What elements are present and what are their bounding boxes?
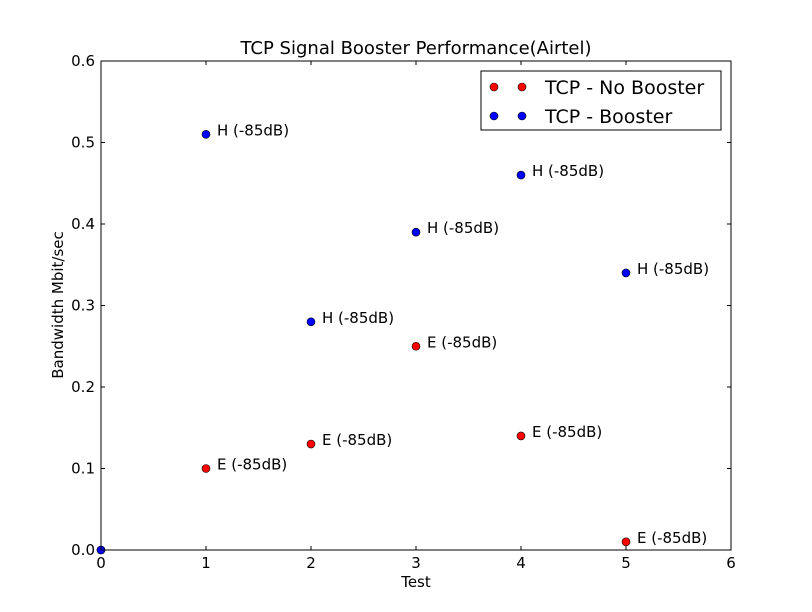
data-point-booster — [201, 130, 211, 139]
data-label: E (-85dB) — [637, 529, 707, 547]
data-label: H (-85dB) — [217, 121, 289, 139]
data-label: E (-85dB) — [322, 431, 392, 449]
y-tick-label: 0.5 — [71, 134, 95, 152]
data-label: H (-85dB) — [322, 309, 394, 327]
data-point-no-booster — [306, 439, 316, 449]
plot-frame — [100, 60, 732, 551]
legend: TCP - No Booster TCP - Booster — [480, 70, 722, 131]
x-tick-label: 2 — [306, 554, 316, 572]
x-tick-label: 3 — [411, 554, 421, 572]
legend-marker — [489, 111, 499, 121]
data-label: E (-85dB) — [427, 333, 497, 351]
data-point-booster — [306, 317, 316, 327]
legend-marker — [517, 111, 527, 121]
y-tick-label: 0.4 — [71, 215, 95, 233]
data-point-booster — [411, 227, 421, 237]
y-axis-label: Bandwidth Mbit/sec — [49, 231, 67, 378]
legend-label: TCP - No Booster — [544, 77, 704, 99]
data-point-no-booster — [621, 537, 631, 547]
data-label: E (-85dB) — [532, 423, 602, 441]
legend-marker — [517, 82, 527, 92]
y-tick-label: 0.2 — [71, 378, 95, 396]
scatter-points: E (-85dB) E (-85dB) E (-85dB) E (-85dB) E (-… — [96, 121, 709, 555]
x-tick-label: 6 — [726, 554, 736, 572]
data-point-no-booster — [201, 464, 211, 473]
y-tick-label: 0.3 — [71, 297, 95, 315]
x-tick-label: 0 — [96, 554, 106, 572]
legend-label: TCP - Booster — [544, 106, 672, 128]
x-axis-label: Test — [400, 573, 431, 591]
data-point-booster — [516, 170, 526, 180]
data-point-booster — [621, 268, 631, 278]
data-label: H (-85dB) — [637, 260, 709, 278]
x-tick-label: 5 — [621, 554, 631, 572]
legend-marker — [489, 82, 499, 92]
data-point-no-booster — [516, 431, 526, 441]
x-tick-label: 4 — [516, 554, 526, 572]
x-tick-label: 1 — [201, 554, 211, 572]
y-tick-label: 0.6 — [71, 52, 95, 70]
data-label: E (-85dB) — [217, 456, 287, 474]
data-point-no-booster — [411, 341, 421, 351]
data-label: H (-85dB) — [427, 219, 499, 237]
data-label: H (-85dB) — [532, 162, 604, 180]
y-tick-label: 0.0 — [71, 541, 95, 559]
chart-title: TCP Signal Booster Performance(Airtel) — [239, 38, 591, 59]
y-tick-label: 0.1 — [71, 460, 95, 478]
